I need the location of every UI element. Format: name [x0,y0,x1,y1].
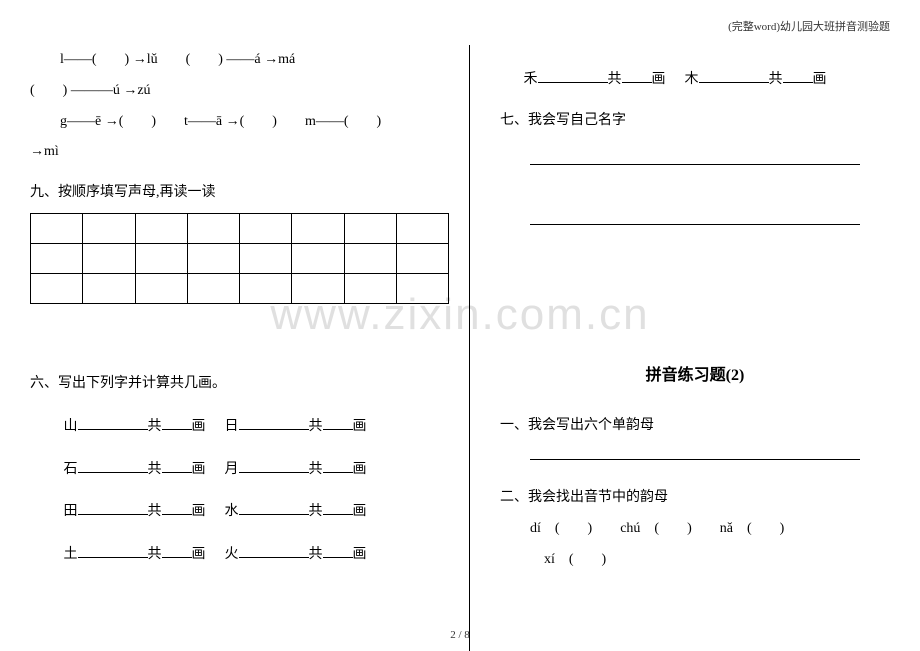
yunmu-blank [530,446,860,460]
hua: 画 [192,504,206,519]
ex2-items2: xí ( ) [500,545,890,576]
gong: 共 [148,504,162,519]
worksheet-title: 拼音练习题(2) [500,358,890,393]
gong: 共 [148,547,162,562]
char: 火 [225,547,239,562]
hua: 画 [813,72,827,87]
name-blank [530,211,860,225]
ex9-title: 九、按顺序填写声母,再读一读 [30,178,449,209]
hua: 画 [353,504,367,519]
ex7-title: 七、我会写自己名字 [500,106,890,137]
hua: 画 [353,419,367,434]
right-column: 禾 共 画 木 共 画 七、我会写自己名字 拼音练习题(2) 一、我会写出六个单韵母 二… [470,45,920,651]
char: 山 [64,419,78,434]
gong: 共 [309,547,323,562]
left-column: l——( ) →lǔ ( ) ——á →má ( ) ———ú →zú g——ē… [0,45,470,651]
stroke-row: 山共画 日共画 [30,412,449,443]
char: 日 [225,419,239,434]
ex8-line4: →mì [30,137,449,168]
ex6-title: 六、写出下列字并计算共几画。 [30,369,449,400]
page-content: l——( ) →lǔ ( ) ——á →má ( ) ———ú →zú g——ē… [0,0,920,651]
hua: 画 [353,547,367,562]
char: 水 [225,504,239,519]
char: 石 [64,462,78,477]
ex2-items: dí ( ) chú ( ) nǎ ( ) [500,514,890,545]
char: 土 [64,547,78,562]
hua: 画 [652,72,666,87]
name-blank [530,151,860,165]
char: 田 [64,504,78,519]
gong: 共 [309,419,323,434]
gong: 共 [148,462,162,477]
hua: 画 [353,462,367,477]
ex8-line3: g——ē →( ) t——ā →( ) m——( ) [30,107,449,138]
stroke-row: 禾共画 木共画 [500,65,890,96]
ex1-title: 一、我会写出六个单韵母 [500,411,890,442]
shengmu-grid [30,213,449,304]
char: 禾 [524,72,538,87]
gong: 共 [309,504,323,519]
char: 月 [225,462,239,477]
gong: 共 [309,462,323,477]
char: 木 [685,72,699,87]
ex8-line2: ( ) ———ú →zú [30,76,449,107]
ex2-title: 二、我会找出音节中的韵母 [500,483,890,514]
gong: 共 [608,72,622,87]
ex8-line1: l——( ) →lǔ ( ) ——á →má [30,45,449,76]
gong: 共 [148,419,162,434]
stroke-row: 田共画 水共画 [30,497,449,528]
hua: 画 [192,419,206,434]
stroke-row: 土共画 火共画 [30,540,449,571]
hua: 画 [192,547,206,562]
hua: 画 [192,462,206,477]
gong: 共 [769,72,783,87]
stroke-row: 石共画 月共画 [30,455,449,486]
